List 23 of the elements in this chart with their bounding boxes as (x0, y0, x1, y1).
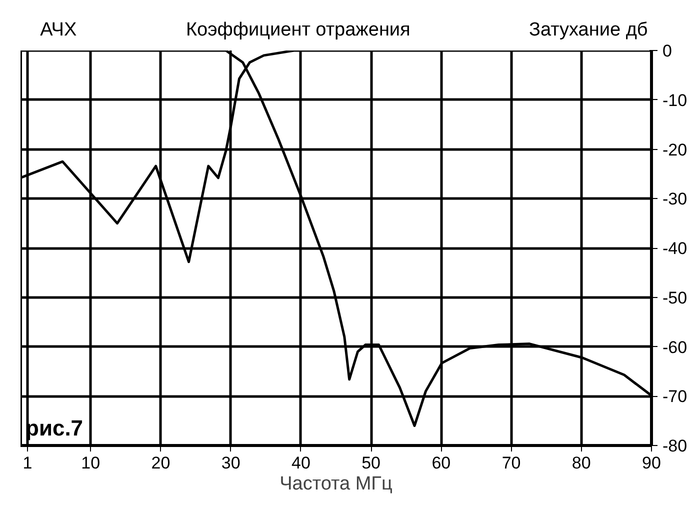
y-tick-label: -50 (662, 288, 688, 308)
x-tick-label: 60 (432, 454, 451, 472)
series-label: Коэффициент отражения (186, 20, 410, 40)
x-tick-label: 30 (221, 454, 240, 472)
y-tick-label: -10 (662, 90, 688, 110)
x-tick-label: 50 (362, 454, 381, 472)
x-axis-title: Частота МГц (280, 474, 392, 494)
y-tick-label: 0 (662, 42, 672, 60)
x-tick-label: 20 (151, 454, 170, 472)
x-tick-label: 70 (502, 454, 521, 472)
y-tick-label: -30 (662, 190, 688, 209)
series-label: АЧХ (40, 20, 77, 40)
x-tick-label: 40 (291, 454, 310, 472)
x-tick-label: 90 (642, 454, 661, 472)
x-tick-label: 1 (22, 454, 32, 472)
y-tick-label: -20 (662, 140, 688, 160)
y-tick-label: -60 (662, 338, 688, 357)
y-tick-label: -40 (662, 239, 688, 258)
y-tick-label: -70 (662, 387, 688, 406)
x-tick-label: 80 (572, 454, 591, 472)
y-axis-title: Затухание дб (528, 20, 648, 40)
x-tick-label: 10 (81, 454, 100, 472)
y-tick-label: -80 (662, 436, 688, 456)
